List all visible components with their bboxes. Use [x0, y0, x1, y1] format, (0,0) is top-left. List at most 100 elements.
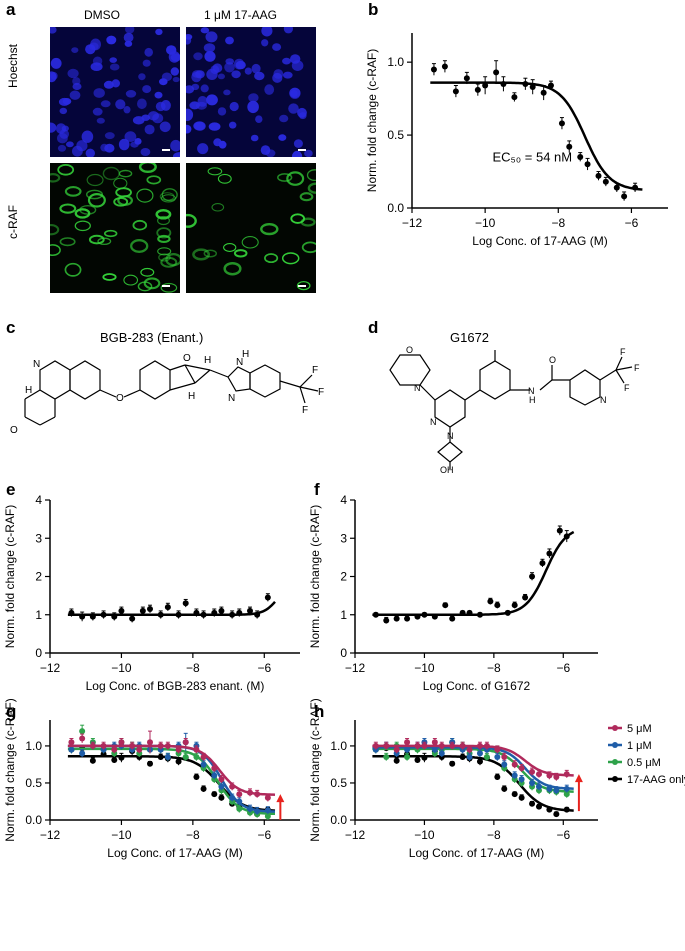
- data-point: [182, 600, 189, 607]
- cell: [223, 243, 237, 252]
- data-point: [218, 794, 225, 801]
- data-point: [522, 81, 529, 88]
- data-point: [529, 83, 536, 90]
- data-point: [563, 771, 570, 778]
- hoechst-dmso-image: [50, 27, 180, 157]
- data-point: [577, 153, 584, 160]
- cell: [59, 203, 77, 214]
- cell: [217, 173, 232, 184]
- nucleus: [217, 107, 227, 116]
- data-point: [449, 760, 456, 767]
- nucleus: [111, 79, 120, 88]
- data-point: [511, 761, 518, 768]
- cell: [123, 274, 139, 286]
- cell: [156, 215, 170, 226]
- panel-letter-c: c: [6, 318, 16, 337]
- nucleus: [212, 63, 223, 73]
- y-tick-label: 0.5: [25, 776, 42, 790]
- panel-letter-g: g: [6, 702, 17, 721]
- nucleus: [138, 73, 146, 81]
- x-tick-label: −10: [475, 216, 496, 230]
- data-point: [147, 739, 153, 746]
- data-point: [157, 611, 164, 618]
- y-axis-label: Norm. fold change (c-RAF): [308, 505, 322, 648]
- data-point: [414, 613, 421, 620]
- data-point: [414, 742, 421, 749]
- nucleus: [90, 38, 101, 51]
- data-point: [89, 613, 96, 620]
- data-point: [546, 550, 553, 557]
- data-point: [546, 785, 553, 792]
- cell: [264, 253, 279, 264]
- data-point: [218, 607, 225, 614]
- nucleus: [304, 149, 313, 157]
- cell: [299, 192, 314, 202]
- data-point: [584, 161, 591, 168]
- nucleus: [92, 56, 103, 66]
- atom-f1: F: [312, 365, 318, 376]
- data-point: [383, 754, 390, 761]
- data-point: [452, 88, 459, 95]
- cell: [64, 262, 82, 277]
- data-point: [540, 89, 547, 96]
- nucleus: [223, 89, 231, 96]
- cell: [102, 273, 117, 281]
- nucleus: [206, 94, 218, 106]
- y-tick-label: 1: [340, 608, 347, 622]
- nucleus: [59, 129, 69, 139]
- data-point: [111, 613, 118, 620]
- atom-n3: N: [228, 393, 235, 404]
- data-point: [200, 785, 207, 792]
- nucleus: [283, 27, 293, 34]
- y-tick-label: 0: [340, 646, 347, 660]
- legend-label: 1 μM: [627, 740, 652, 752]
- x-tick-label: −8: [487, 661, 501, 675]
- y-tick-label: 0.5: [330, 776, 347, 790]
- structure-g1672: O N N N N H O N F F F OH: [389, 345, 640, 475]
- data-point: [236, 798, 243, 805]
- data-point: [218, 783, 225, 790]
- data-point: [621, 193, 628, 200]
- fit-curve: [430, 81, 643, 191]
- col-label-dmso: DMSO: [84, 8, 120, 22]
- nucleus: [50, 57, 62, 69]
- data-point: [430, 66, 437, 73]
- nucleus: [292, 150, 303, 157]
- data-point: [501, 761, 508, 768]
- data-point: [193, 609, 200, 616]
- nucleus: [159, 121, 171, 133]
- data-point: [483, 754, 490, 761]
- x-tick-label: −12: [345, 828, 366, 842]
- shift-arrow-head: [574, 774, 583, 783]
- data-point: [193, 774, 200, 781]
- data-point: [556, 527, 563, 534]
- cell: [307, 182, 316, 194]
- data-point: [164, 742, 171, 749]
- nucleus: [123, 106, 131, 114]
- atom-f-b: F: [634, 363, 640, 373]
- nucleus: [100, 143, 109, 152]
- cell: [50, 173, 61, 183]
- data-point: [229, 794, 236, 801]
- cell: [79, 205, 97, 215]
- data-point: [602, 178, 609, 185]
- data-point: [438, 742, 445, 749]
- fit-curve: [372, 746, 574, 790]
- data-point: [441, 63, 448, 70]
- data-point: [431, 613, 438, 620]
- nucleus: [197, 143, 209, 155]
- x-tick-label: −12: [40, 828, 61, 842]
- data-point: [254, 791, 261, 798]
- x-axis-label: Log Conc. of 17-AAG (M): [409, 846, 544, 860]
- nucleus: [186, 108, 194, 121]
- x-tick-label: −8: [186, 661, 200, 675]
- data-point: [466, 754, 473, 761]
- data-point: [563, 533, 570, 540]
- data-point: [100, 611, 107, 618]
- atom-f2: F: [318, 387, 324, 398]
- data-point: [193, 746, 200, 753]
- data-point: [264, 794, 271, 801]
- cell: [160, 256, 178, 268]
- data-point: [89, 742, 96, 749]
